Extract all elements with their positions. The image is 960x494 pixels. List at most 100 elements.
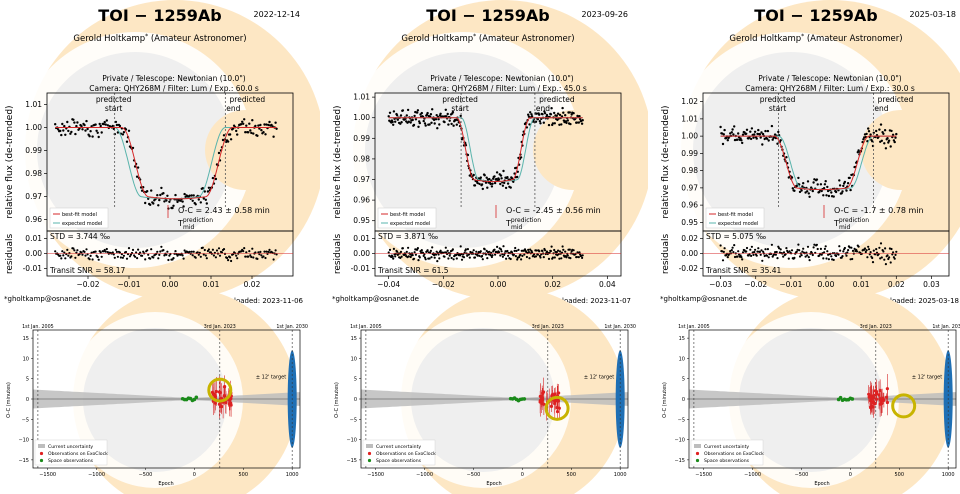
phase-xtick-label: −0.02 bbox=[77, 280, 100, 289]
residual-point bbox=[392, 247, 395, 250]
residual-point bbox=[80, 251, 83, 254]
flux-point bbox=[793, 189, 796, 192]
residual-point bbox=[113, 256, 116, 259]
telescope-info: Private / Telescope: Newtonian (10.0") bbox=[758, 74, 902, 83]
oc-legend-exo: Observations on ExoClock bbox=[48, 451, 108, 457]
flux-point bbox=[846, 182, 850, 185]
flux-point bbox=[194, 203, 197, 206]
flux-point bbox=[159, 193, 162, 197]
oc-legend-exo: Observations on ExoClock bbox=[704, 451, 764, 457]
residual-point bbox=[737, 250, 740, 253]
flux-point bbox=[443, 120, 446, 124]
residual-point bbox=[94, 250, 97, 253]
flux-point bbox=[433, 122, 436, 125]
residual-point bbox=[407, 246, 410, 249]
residual-point bbox=[194, 256, 197, 259]
oc-legend-unc-swatch bbox=[38, 444, 45, 448]
residual-point bbox=[730, 249, 733, 252]
residual-point bbox=[833, 252, 836, 255]
residual-point bbox=[502, 245, 505, 248]
residual-point bbox=[172, 257, 175, 260]
flux-point bbox=[721, 142, 725, 146]
flux-point bbox=[61, 122, 64, 126]
flux-point bbox=[838, 184, 842, 187]
flux-point bbox=[869, 133, 872, 136]
residual-point bbox=[517, 248, 520, 251]
residual-point bbox=[96, 255, 99, 259]
residual-point bbox=[446, 249, 449, 252]
residual-point bbox=[871, 261, 875, 264]
residual-point bbox=[542, 256, 545, 259]
oc-ytick-label: 10 bbox=[351, 356, 357, 362]
residual-point bbox=[144, 258, 147, 261]
flux-point bbox=[125, 140, 129, 143]
flux-point bbox=[757, 128, 760, 132]
predicted-start-label-1: predicted bbox=[760, 95, 796, 104]
observer-suffix: (Amateur Astronomer) bbox=[148, 34, 246, 44]
flux-point bbox=[455, 123, 458, 126]
flux-point bbox=[479, 176, 482, 179]
residual-point bbox=[515, 249, 518, 252]
flux-point bbox=[575, 121, 579, 124]
residual-point bbox=[837, 253, 840, 256]
residual-point bbox=[845, 254, 848, 257]
flux-point bbox=[60, 133, 63, 137]
exoclock-point bbox=[871, 400, 875, 405]
residual-ylabel: residuals bbox=[5, 234, 15, 275]
flux-point bbox=[516, 175, 519, 179]
flux-point bbox=[745, 132, 748, 135]
flux-point bbox=[85, 119, 88, 123]
residual-point bbox=[564, 250, 567, 253]
flux-point bbox=[510, 177, 514, 180]
flux-point bbox=[723, 128, 726, 132]
residual-ytick-label: 0.00 bbox=[353, 249, 370, 258]
flux-point bbox=[536, 118, 540, 121]
residual-point bbox=[529, 248, 532, 251]
residual-point bbox=[183, 249, 186, 252]
flux-point bbox=[96, 131, 99, 134]
residual-point bbox=[260, 254, 263, 257]
residual-point bbox=[122, 254, 125, 257]
oc-ylabel: O–C (minutes) bbox=[6, 382, 12, 418]
residual-point bbox=[890, 247, 893, 251]
residual-point bbox=[819, 247, 822, 250]
flux-point bbox=[843, 180, 847, 184]
residual-point bbox=[878, 246, 881, 249]
flux-point bbox=[530, 115, 534, 118]
residual-point bbox=[550, 245, 553, 248]
snr-label: Transit SNR = 35.41 bbox=[705, 266, 782, 275]
flux-point bbox=[69, 132, 72, 135]
residual-point bbox=[86, 253, 89, 256]
prediction-sup: prediction bbox=[839, 217, 869, 224]
flux-point bbox=[495, 171, 499, 174]
residual-point bbox=[884, 263, 887, 266]
residual-point bbox=[226, 256, 229, 260]
exoclock-point bbox=[553, 392, 557, 396]
residual-point bbox=[411, 254, 414, 257]
residual-point bbox=[568, 248, 571, 251]
residual-point bbox=[823, 251, 826, 254]
residual-point bbox=[240, 250, 243, 253]
residual-point bbox=[85, 248, 88, 251]
flux-point bbox=[268, 120, 271, 124]
flux-point bbox=[581, 119, 584, 122]
residual-point bbox=[869, 251, 872, 254]
flux-point bbox=[205, 202, 208, 205]
flux-point bbox=[565, 121, 568, 125]
legend-expected-label: expected model bbox=[390, 221, 430, 227]
observer-star: * bbox=[801, 33, 804, 40]
observation-date: 2025-03-18 bbox=[910, 10, 957, 19]
residual-point bbox=[752, 253, 755, 256]
oc-legend-space-swatch bbox=[367, 458, 372, 463]
exoclock-point bbox=[880, 399, 884, 403]
residual-point bbox=[405, 250, 408, 253]
flux-point bbox=[840, 192, 843, 195]
flux-point bbox=[241, 120, 244, 124]
exoclock-points bbox=[867, 374, 889, 418]
flux-point bbox=[752, 136, 755, 139]
residual-point bbox=[892, 251, 895, 254]
residual-point bbox=[778, 247, 781, 250]
residual-point bbox=[500, 250, 503, 253]
observer-suffix: (Amateur Astronomer) bbox=[804, 34, 902, 44]
residual-point bbox=[816, 247, 819, 251]
